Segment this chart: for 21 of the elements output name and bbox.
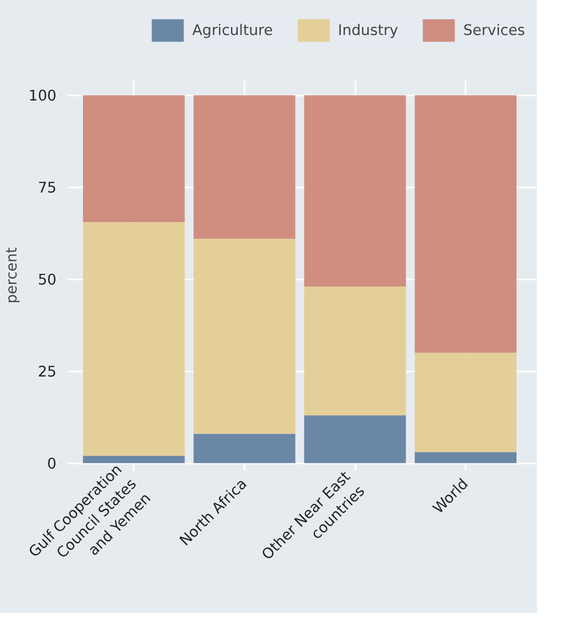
bar — [414, 95, 516, 353]
y-tick-label: 50 — [38, 272, 57, 289]
y-tick-label: 100 — [28, 88, 57, 105]
y-tick-label: 25 — [38, 364, 57, 381]
y-tick-label: 75 — [38, 180, 57, 197]
legend-label: Services — [463, 22, 525, 38]
bar — [414, 452, 516, 464]
y-axis-title: percent — [4, 247, 21, 304]
bar — [194, 238, 296, 434]
bar — [304, 415, 406, 464]
bar — [304, 95, 406, 287]
y-tick-label: 0 — [47, 456, 57, 473]
bar — [82, 222, 185, 456]
bar — [304, 286, 406, 416]
bar — [82, 456, 185, 464]
bar — [414, 352, 516, 452]
bar — [194, 434, 296, 464]
bar — [82, 95, 185, 222]
legend-label: Industry — [338, 22, 398, 38]
legend-label: Agriculture — [192, 22, 273, 38]
bar — [194, 95, 296, 239]
